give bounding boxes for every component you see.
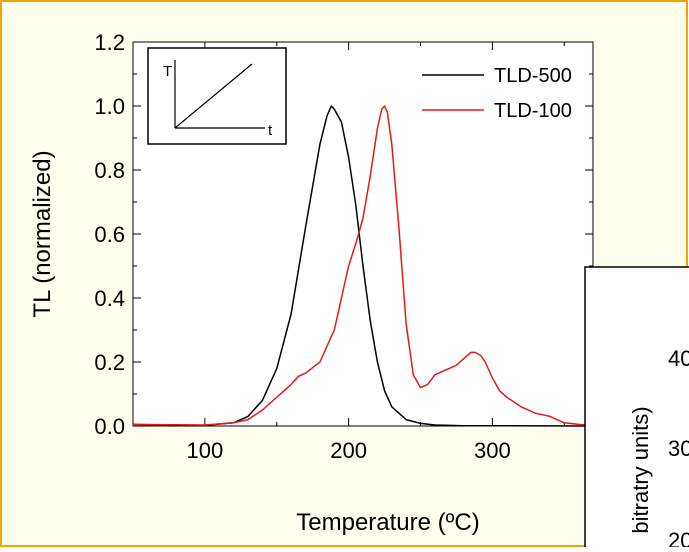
y-tick-label: 1.0 xyxy=(94,94,125,119)
legend: TLD-500 TLD-100 xyxy=(422,65,572,122)
y-tick-label: 0.4 xyxy=(94,286,125,311)
overlapping-chart-fragment: bitratry units) 40 30 20 xyxy=(584,266,689,552)
y-tick-label: 0.8 xyxy=(94,158,125,183)
y-tick-labels: 0.0 0.2 0.4 0.6 0.8 1.0 1.2 xyxy=(94,30,125,439)
series-layer xyxy=(132,105,594,427)
y-tick-label: 0.6 xyxy=(94,222,125,247)
inset-ramp-line xyxy=(174,63,253,129)
series-line-tld-500 xyxy=(132,105,594,427)
x-axis-label: Temperature (ºC) xyxy=(296,509,479,536)
x-tick-label: 200 xyxy=(330,438,367,463)
y-tick-label: 0.0 xyxy=(94,414,125,439)
series-line-tld-100 xyxy=(132,105,594,427)
y-tick-label: 0.2 xyxy=(94,350,125,375)
y-axis-label: TL (normalized) xyxy=(29,150,56,317)
overlap-y-tick-label: 40 xyxy=(668,346,689,371)
x-tick-label: 100 xyxy=(187,438,224,463)
tl-glow-curve-chart: 0.0 0.2 0.4 0.6 0.8 1.0 1.2 100 200 300 TL (norm… xyxy=(29,30,594,536)
overlap-chart-frame xyxy=(584,266,689,552)
legend-label-tld-100: TLD-100 xyxy=(494,100,572,122)
inset-x-label: t xyxy=(268,122,273,139)
heating-profile-inset: T t xyxy=(147,47,287,145)
legend-label-tld-500: TLD-500 xyxy=(494,65,572,87)
overlap-y-tick-label: 20 xyxy=(668,528,689,547)
inset-y-label: T xyxy=(163,63,172,80)
overlap-y-tick-label: 30 xyxy=(668,436,689,461)
overlap-y-axis-label: bitratry units) xyxy=(628,406,653,533)
x-tick-labels: 100 200 300 xyxy=(187,438,511,463)
x-tick-label: 300 xyxy=(474,438,511,463)
y-tick-label: 1.2 xyxy=(94,30,125,55)
